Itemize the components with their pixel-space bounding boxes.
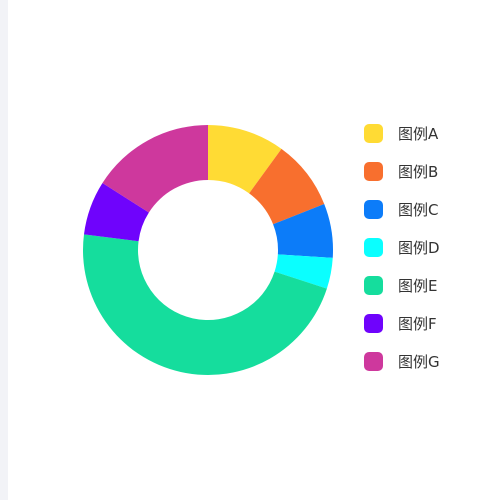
donut-slice-b[interactable]: [249, 148, 325, 225]
legend-item-e[interactable]: 图例E: [364, 276, 484, 314]
legend-label: 图例D: [398, 239, 440, 257]
legend-label: 图例C: [398, 201, 439, 219]
legend-swatch: [364, 276, 383, 295]
legend-label: 图例E: [398, 277, 438, 295]
legend-item-g[interactable]: 图例G: [364, 352, 484, 390]
legend-item-c[interactable]: 图例C: [364, 200, 484, 238]
donut-slice-a[interactable]: [208, 125, 282, 194]
legend-swatch: [364, 124, 383, 143]
legend-swatch: [364, 200, 383, 219]
legend-label: 图例A: [398, 125, 439, 143]
legend-swatch: [364, 314, 383, 333]
legend-swatch: [364, 162, 383, 181]
donut-slice-c[interactable]: [273, 203, 333, 258]
donut-slices: [83, 125, 333, 375]
legend-item-d[interactable]: 图例D: [364, 238, 484, 276]
legend-item-a[interactable]: 图例A: [364, 124, 484, 162]
legend-label: 图例G: [398, 353, 440, 371]
legend-swatch: [364, 352, 383, 371]
legend-item-f[interactable]: 图例F: [364, 314, 484, 352]
legend-label: 图例B: [398, 163, 439, 181]
donut-slice-e[interactable]: [83, 234, 327, 375]
legend-swatch: [364, 238, 383, 257]
donut-slice-g[interactable]: [102, 125, 208, 213]
donut-slice-d[interactable]: [274, 254, 333, 289]
legend-item-b[interactable]: 图例B: [364, 162, 484, 200]
chart-legend: 图例A 图例B 图例C 图例D 图例E 图例F 图例G: [364, 124, 484, 390]
left-edge-strip: [0, 0, 8, 500]
donut-slice-f[interactable]: [83, 183, 149, 242]
legend-label: 图例F: [398, 315, 437, 333]
